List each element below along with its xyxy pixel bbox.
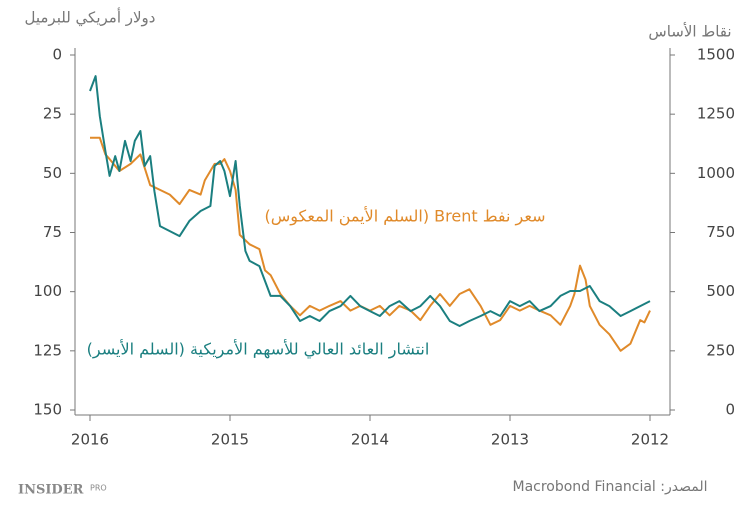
series-line: [90, 136, 651, 352]
series-label: سعر نفط Brent (السلم الأيمن المعكوس): [265, 206, 546, 227]
brand-suffix: PRO: [90, 484, 107, 493]
x-tick-label: 2013: [491, 431, 529, 449]
x-tick-label: 2016: [71, 431, 109, 449]
x-tick-label: 2014: [351, 431, 389, 449]
series-line: [89, 75, 651, 327]
y-tick-label: 25: [43, 105, 62, 123]
y2-tick-label: 1500: [697, 46, 735, 64]
y-tick-label: 75: [43, 223, 62, 241]
source: المصدر: Macrobond Financial: [512, 479, 707, 495]
brand: INSIDER: [18, 483, 84, 498]
x-tick-label: 2012: [631, 431, 669, 449]
y2-axis-title: نقاط الأساس: [648, 22, 731, 41]
x-tick-label: 2015: [211, 431, 249, 449]
y2-tick-label: 250: [706, 341, 735, 359]
y-tick-label: 100: [33, 282, 62, 300]
y2-tick-label: 0: [725, 401, 735, 419]
y2-tick-label: 500: [706, 282, 735, 300]
y-axis-title: دولار أمريكي للبرميل: [25, 8, 156, 28]
y-tick-label: 0: [52, 46, 62, 64]
series-label: انتشار العائد العالي للأسهم الأمريكية (ا…: [87, 339, 430, 360]
y2-tick-label: 1000: [697, 164, 735, 182]
y2-tick-label: 750: [706, 223, 735, 241]
y2-tick-label: 1250: [697, 105, 735, 123]
y-tick-label: 125: [33, 341, 62, 359]
y-tick-label: 150: [33, 401, 62, 419]
y-tick-label: 50: [43, 164, 62, 182]
